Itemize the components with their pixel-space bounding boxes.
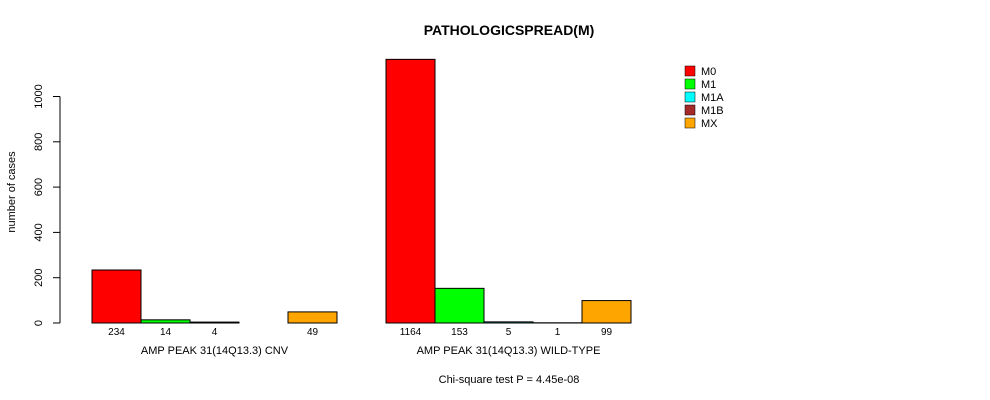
y-tick-label: 1000: [33, 84, 45, 108]
y-tick-label: 0: [33, 320, 45, 326]
legend-swatch-m1b: [684, 104, 696, 116]
bar-value-label: 5: [506, 327, 512, 338]
legend-label-m1a: M1A: [701, 92, 724, 104]
bar-m0-group-2: [385, 58, 436, 324]
bar-value-label: 234: [108, 327, 125, 338]
bar-value-label: 49: [307, 327, 319, 338]
bars: [91, 58, 632, 324]
bar-value-label: 153: [451, 327, 468, 338]
group-labels: AMP PEAK 31(14Q13.3) CNV AMP PEAK 31(14Q1…: [141, 345, 600, 357]
y-tick-label: 600: [33, 178, 45, 196]
bar-m1-group-1: [140, 319, 191, 324]
bar-value-label: 1: [555, 327, 561, 338]
bar-labels: 234 14 4 49 1164 153 5 1 99: [108, 327, 612, 338]
bar-value-label: 14: [160, 327, 172, 338]
bar-value-label: 99: [601, 327, 613, 338]
bar-m1a-group-2: [483, 321, 534, 324]
chart-title: PATHOLOGICSPREAD(M): [424, 22, 595, 38]
legend-swatch-m1: [684, 78, 696, 90]
bar-mx-group-2: [581, 300, 632, 324]
y-tick-label: 400: [33, 223, 45, 241]
bar-value-label: 4: [212, 327, 218, 338]
legend-label-m1: M1: [701, 79, 716, 91]
bar-mx-group-1: [287, 311, 338, 324]
y-tick-label: 200: [33, 269, 45, 287]
y-axis-label: number of cases: [6, 151, 18, 233]
chi-square-annotation: Chi-square test P = 4.45e-08: [439, 374, 580, 386]
legend-label-m0: M0: [701, 66, 716, 78]
legend-label-m1b: M1B: [701, 105, 724, 117]
y-tick-label: 800: [33, 133, 45, 151]
bar-m0-group-1: [91, 269, 142, 324]
legend-swatch-m1a: [684, 91, 696, 103]
y-axis: 0 200 400 600 800 1000: [33, 84, 61, 326]
legend-swatch-mx: [684, 117, 696, 129]
legend-swatch-m0: [684, 65, 696, 77]
group-label-1: AMP PEAK 31(14Q13.3) CNV: [141, 345, 289, 357]
bar-value-label: 1164: [400, 327, 422, 338]
bar-m1a-group-1: [189, 321, 240, 324]
group-label-2: AMP PEAK 31(14Q13.3) WILD-TYPE: [417, 345, 601, 357]
legend-label-mx: MX: [701, 118, 718, 130]
bar-m1-group-2: [434, 287, 485, 324]
